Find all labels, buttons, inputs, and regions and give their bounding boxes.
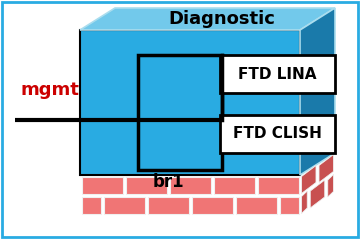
Bar xyxy=(104,196,144,213)
Bar xyxy=(170,176,211,194)
Text: mgmt: mgmt xyxy=(20,81,79,99)
Polygon shape xyxy=(319,154,333,183)
Bar xyxy=(138,55,222,170)
Polygon shape xyxy=(80,8,335,30)
Bar xyxy=(220,115,335,153)
Bar xyxy=(213,176,255,194)
Text: FTD CLISH: FTD CLISH xyxy=(233,126,322,141)
Bar xyxy=(80,30,300,175)
Bar xyxy=(81,196,100,213)
Bar xyxy=(148,196,189,213)
Bar xyxy=(192,196,233,213)
Bar xyxy=(279,196,298,213)
Text: Diagnostic: Diagnostic xyxy=(168,10,275,28)
Bar xyxy=(235,196,276,213)
Polygon shape xyxy=(328,174,333,197)
Polygon shape xyxy=(310,180,325,208)
Text: br1: br1 xyxy=(153,173,185,191)
Bar xyxy=(220,55,335,93)
Bar xyxy=(81,176,122,194)
Text: FTD LINA: FTD LINA xyxy=(238,66,317,81)
Polygon shape xyxy=(302,191,307,213)
Bar xyxy=(126,176,166,194)
Bar xyxy=(257,176,298,194)
Polygon shape xyxy=(302,165,316,194)
Polygon shape xyxy=(300,8,335,175)
